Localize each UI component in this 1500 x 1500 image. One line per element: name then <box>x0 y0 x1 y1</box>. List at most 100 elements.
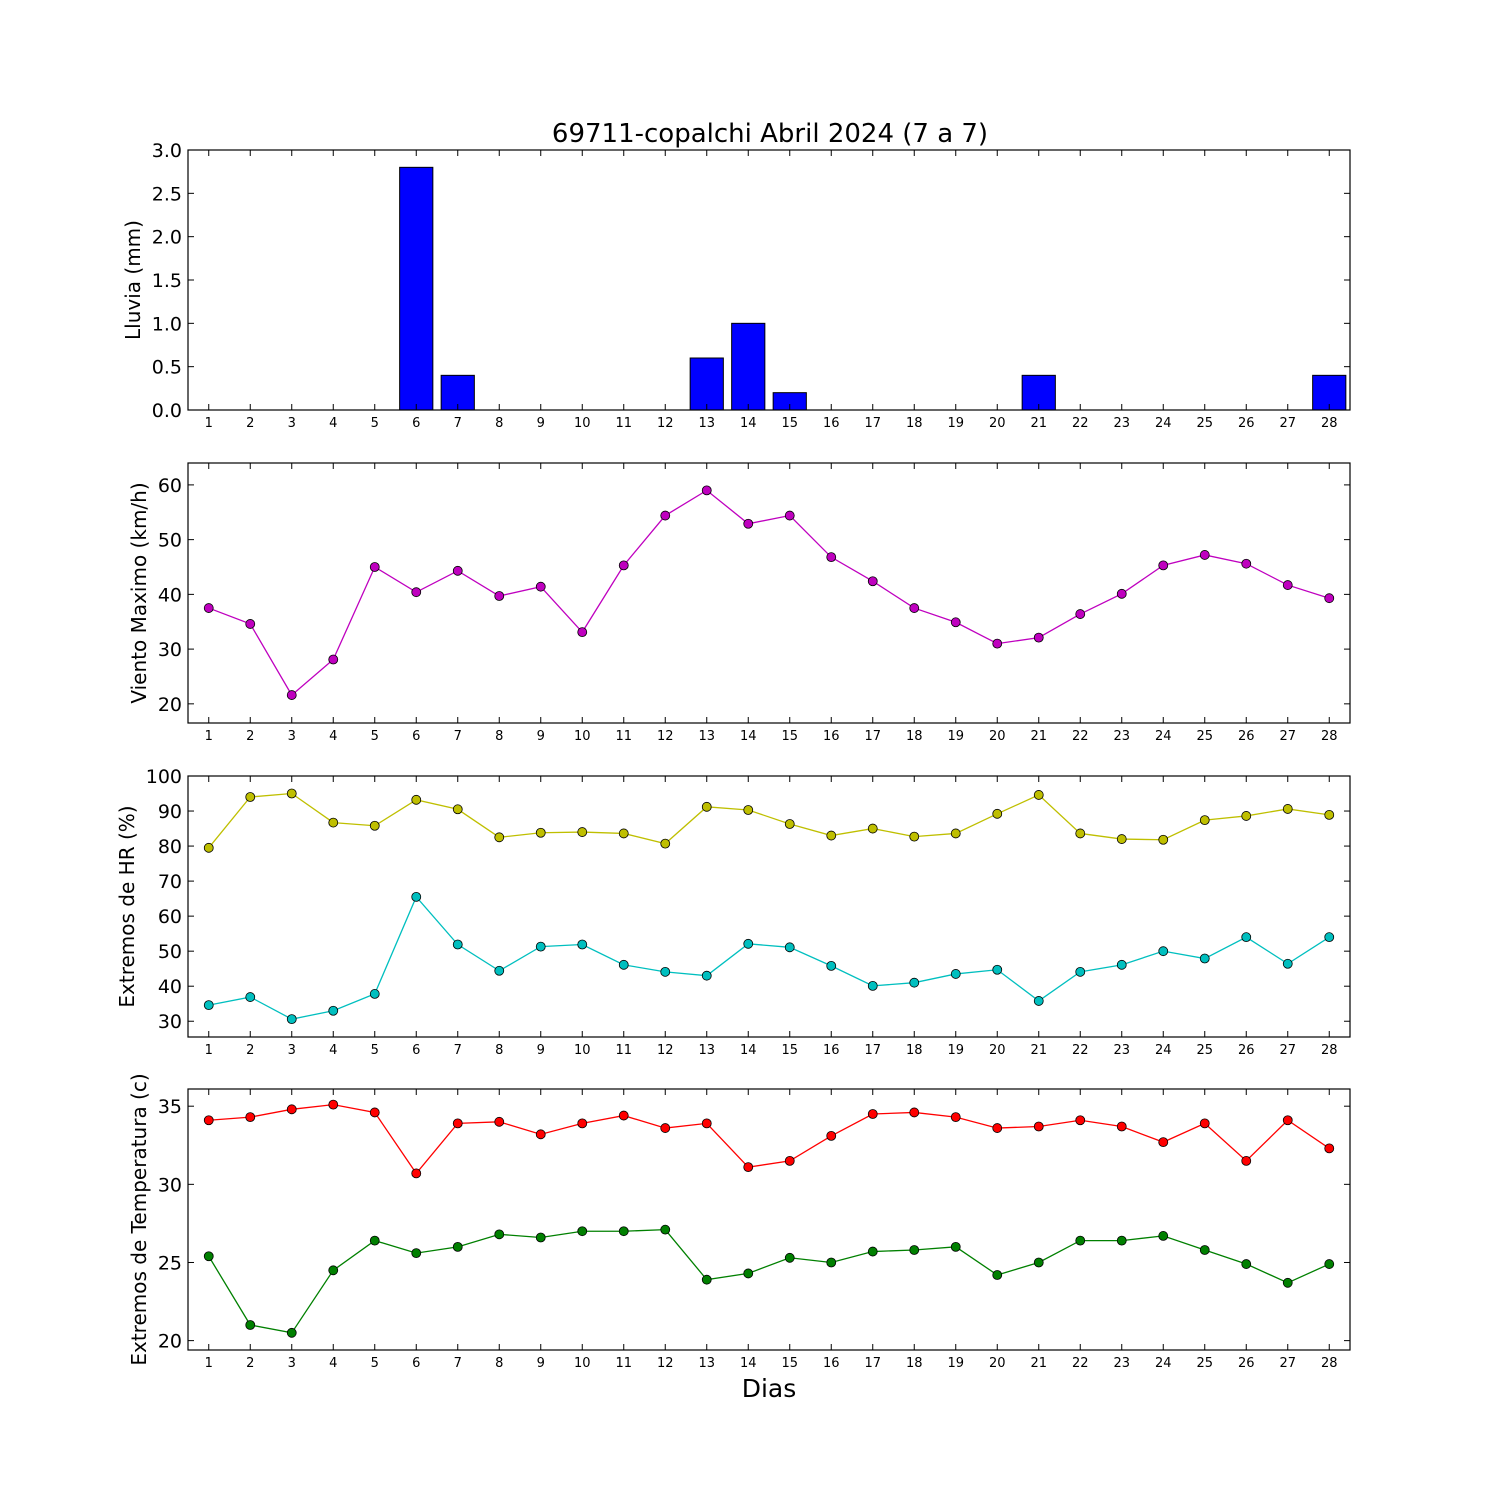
x-tick-label: 17 <box>864 1043 881 1058</box>
x-tick-label: 15 <box>781 729 798 744</box>
x-tick-label: 28 <box>1321 1043 1338 1058</box>
point-3-1-day-20 <box>992 808 1003 819</box>
point-4-1-day-8 <box>494 1116 505 1127</box>
x-tick-label: 17 <box>864 416 881 431</box>
point-3-1-day-18 <box>909 831 920 842</box>
x-tick-label: 4 <box>329 416 337 431</box>
x-tick-label: 23 <box>1113 729 1130 744</box>
x-tick-label: 5 <box>371 1043 379 1058</box>
x-tick-label: 2 <box>246 1356 254 1371</box>
x-tick-label: 3 <box>288 1356 296 1371</box>
series-line-2-1 <box>208 489 1330 697</box>
x-tick-label: 15 <box>781 1043 798 1058</box>
y-tick-label: 80 <box>158 836 182 858</box>
x-tick-label: 8 <box>495 1356 503 1371</box>
x-tick-label: 6 <box>412 416 420 431</box>
point-4-1-day-4 <box>328 1099 339 1110</box>
x-tick-label: 21 <box>1030 729 1047 744</box>
point-4-1-day-25 <box>1199 1118 1210 1129</box>
point-3-2-day-15 <box>784 942 795 953</box>
point-3-1-day-24 <box>1158 834 1169 845</box>
point-2-1-day-5 <box>369 562 380 572</box>
point-3-2-day-24 <box>1158 946 1169 957</box>
series-line-3-2 <box>208 895 1330 1020</box>
point-4-2-day-24 <box>1158 1231 1169 1241</box>
point-2-1-day-9 <box>535 581 546 592</box>
x-tick-label: 25 <box>1196 729 1213 744</box>
x-tick-label: 18 <box>906 729 923 744</box>
point-2-1-day-18 <box>909 603 920 613</box>
x-tick-label: 26 <box>1238 1356 1255 1371</box>
point-3-1-day-27 <box>1282 804 1293 814</box>
y-tick-label: 0.5 <box>152 357 182 379</box>
point-3-2-day-12 <box>660 966 671 977</box>
y-tick-label: 30 <box>158 639 182 661</box>
point-4-1-day-2 <box>245 1112 256 1123</box>
x-tick-label: 28 <box>1321 1356 1338 1371</box>
x-tick-label: 7 <box>454 1356 462 1371</box>
x-tick-label: 1 <box>205 416 213 431</box>
point-3-1-day-25 <box>1199 815 1210 826</box>
x-tick-label: 17 <box>864 729 881 744</box>
x-tick-label: 16 <box>823 729 840 744</box>
y-tick-label: 30 <box>158 1011 182 1033</box>
x-tick-label: 16 <box>823 1356 840 1371</box>
x-tick-label: 23 <box>1113 416 1130 431</box>
point-3-2-day-11 <box>618 959 629 970</box>
axes-frame-4 <box>187 1088 1351 1351</box>
point-3-2-day-7 <box>452 939 463 950</box>
x-tick-label: 11 <box>615 729 632 744</box>
x-tick-label: 14 <box>740 729 757 744</box>
point-3-2-day-25 <box>1199 953 1210 964</box>
y-tick-label: 35 <box>158 1096 182 1118</box>
x-tick-label: 20 <box>989 1356 1006 1371</box>
point-4-1-day-7 <box>452 1118 463 1129</box>
x-tick-label: 7 <box>454 416 462 431</box>
x-tick-label: 19 <box>947 416 964 431</box>
point-4-1-day-1 <box>203 1115 214 1126</box>
x-tick-label: 6 <box>412 1043 420 1058</box>
point-4-2-day-19 <box>950 1241 961 1252</box>
x-tick-label: 16 <box>823 416 840 431</box>
point-3-2-day-2 <box>245 992 256 1002</box>
y-tick-label: 50 <box>158 530 182 552</box>
x-tick-label: 15 <box>781 416 798 431</box>
point-2-1-day-17 <box>867 576 878 587</box>
point-3-2-day-5 <box>369 989 380 999</box>
y-tick-label: 1.0 <box>152 313 182 335</box>
x-tick-label: 17 <box>864 1356 881 1371</box>
point-4-2-day-23 <box>1116 1235 1127 1246</box>
point-3-1-day-7 <box>452 804 463 815</box>
point-3-1-day-8 <box>494 832 505 843</box>
x-tick-label: 9 <box>537 729 545 744</box>
point-3-1-day-13 <box>701 801 712 812</box>
point-4-2-day-25 <box>1199 1245 1210 1255</box>
x-tick-label: 7 <box>454 729 462 744</box>
x-tick-label: 13 <box>698 1043 715 1058</box>
point-2-1-day-8 <box>494 591 505 601</box>
x-tick-label: 15 <box>781 1356 798 1371</box>
point-4-1-day-13 <box>701 1118 712 1129</box>
x-tick-label: 12 <box>657 1043 674 1058</box>
x-tick-label: 10 <box>574 729 591 744</box>
x-tick-label: 12 <box>657 1356 674 1371</box>
x-tick-label: 7 <box>454 1043 462 1058</box>
point-4-1-day-26 <box>1241 1155 1252 1166</box>
point-4-1-day-17 <box>867 1109 878 1119</box>
point-3-1-day-4 <box>328 817 339 828</box>
x-tick-label: 21 <box>1030 1356 1047 1371</box>
point-3-2-day-26 <box>1241 932 1252 943</box>
point-3-1-day-19 <box>950 828 961 839</box>
x-tick-label: 16 <box>823 1043 840 1058</box>
y-axis-label-2: Viento Maximo (km/h) <box>127 482 151 703</box>
point-3-1-day-23 <box>1116 834 1127 844</box>
point-4-1-day-5 <box>369 1107 380 1118</box>
y-tick-label: 25 <box>158 1252 182 1274</box>
point-3-1-day-14 <box>743 805 754 815</box>
y-tick-label: 100 <box>146 766 182 788</box>
point-3-1-day-28 <box>1324 809 1335 820</box>
point-4-2-day-26 <box>1241 1259 1252 1269</box>
x-tick-label: 23 <box>1113 1356 1130 1371</box>
x-tick-label: 27 <box>1279 1356 1296 1371</box>
